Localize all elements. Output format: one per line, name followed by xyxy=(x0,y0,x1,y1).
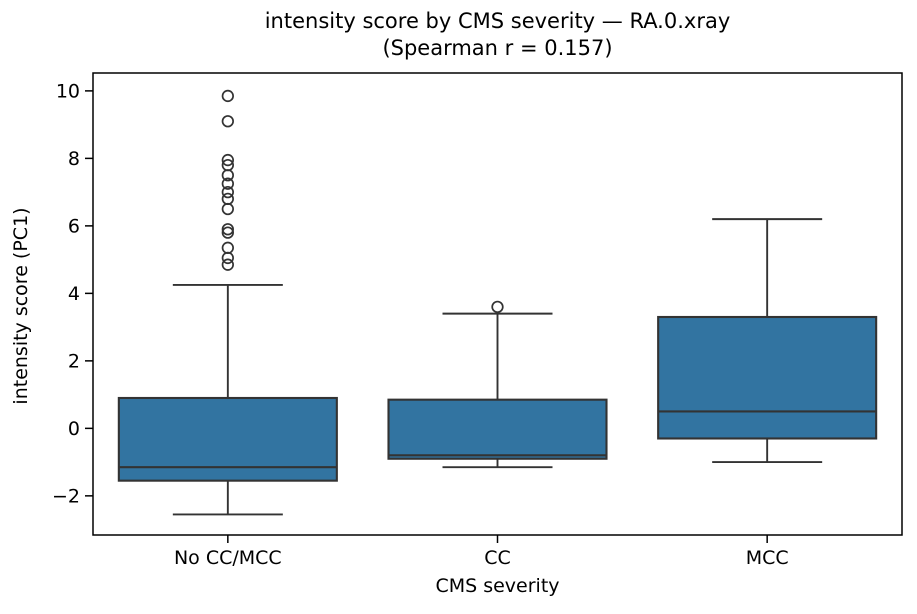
y-tick-label: 6 xyxy=(68,215,80,237)
box-cc xyxy=(387,398,608,460)
x-tick-label-no-cc-mcc: No CC/MCC xyxy=(174,547,282,569)
x-axis-label: CMS severity xyxy=(435,575,560,597)
flier-no-cc-mcc-12 xyxy=(221,115,234,128)
flier-no-cc-mcc-1 xyxy=(221,251,234,265)
flier-no-cc-mcc-13 xyxy=(221,89,234,103)
flier-no-cc-mcc-4 xyxy=(221,223,234,236)
box-mcc xyxy=(657,315,878,440)
x-tick-label-mcc: MCC xyxy=(746,547,789,569)
box-no-cc-mcc xyxy=(117,396,338,482)
y-tick-label: 10 xyxy=(56,80,80,102)
chart-title-line2: (Spearman r = 0.157) xyxy=(382,36,613,60)
chart-title: intensity score by CMS severity — RA.0.x… xyxy=(93,8,902,62)
y-tick-label: 8 xyxy=(68,148,80,170)
flier-no-cc-mcc-6 xyxy=(221,192,234,206)
flier-no-cc-mcc-8 xyxy=(221,177,234,190)
flier-no-cc-mcc-7 xyxy=(221,185,234,199)
y-tick-label: 0 xyxy=(68,418,80,440)
chart-title-line1: intensity score by CMS severity — RA.0.x… xyxy=(264,9,731,33)
x-tick-label-cc: CC xyxy=(484,547,511,569)
flier-no-cc-mcc-11 xyxy=(221,153,234,167)
flier-no-cc-mcc-10 xyxy=(221,158,234,172)
flier-no-cc-mcc-5 xyxy=(221,202,234,216)
flier-cc-0 xyxy=(491,300,504,314)
y-tick-label: −2 xyxy=(52,485,80,507)
y-axis-label: intensity score (PC1) xyxy=(10,207,32,405)
y-tick-label: 4 xyxy=(68,283,80,305)
flier-no-cc-mcc-2 xyxy=(221,241,234,254)
y-tick-label: 2 xyxy=(68,350,80,372)
flier-no-cc-mcc-3 xyxy=(221,226,234,239)
flier-no-cc-mcc-0 xyxy=(221,258,234,271)
